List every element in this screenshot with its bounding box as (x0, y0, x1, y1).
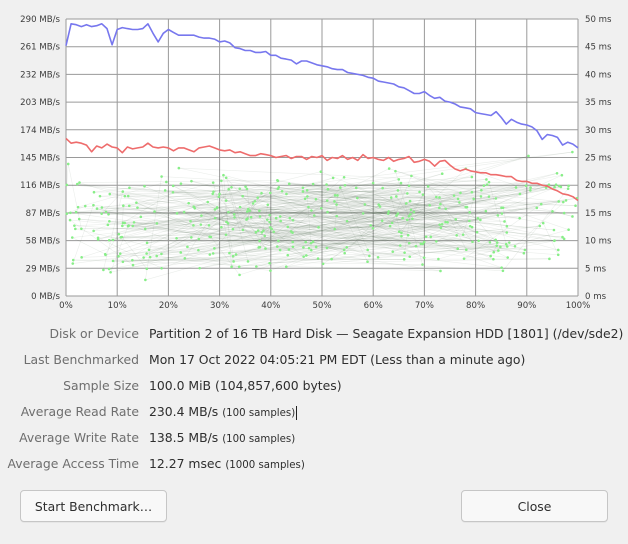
sample-size-value: 100.0 MiB (104,857,600 bytes) (149, 378, 342, 393)
read-rate-line (65, 23, 579, 149)
benchmark-chart: 0 MB/s 29 MB/s 58 MB/s 87 MB/s 116 MB/s 145 M… (20, 15, 612, 311)
y-left-tick-label: 203 MB/s (20, 98, 60, 108)
start-benchmark-button[interactable]: Start Benchmark… (20, 490, 167, 522)
last-benchmarked-label: Last Benchmarked (23, 352, 139, 367)
average-write-rate-label: Average Write Rate (19, 430, 139, 445)
y-left-tick-label: 0 MB/s (31, 292, 60, 302)
text-cursor (296, 405, 298, 420)
y-left-tick-label: 116 MB/s (20, 181, 60, 191)
average-read-rate-row: Average Read Rate 230.4 MB/s (100 sample… (0, 402, 628, 422)
average-write-rate-value: 138.5 MB/s (149, 430, 219, 445)
y-right-tick-label: 35 ms (585, 98, 612, 108)
disk-or-device-row: Disk or Device Partition 2 of 16 TB Hard… (0, 324, 628, 344)
average-read-rate-label: Average Read Rate (20, 404, 139, 419)
x-tick-label: 20% (159, 301, 178, 311)
x-tick-label: 60% (364, 301, 383, 311)
sample-size-label: Sample Size (63, 378, 139, 393)
y-left-tick-label: 290 MB/s (20, 15, 60, 25)
access-time-scatter (65, 150, 579, 282)
y-right-tick-label: 30 ms (585, 126, 612, 136)
disk-or-device-value: Partition 2 of 16 TB Hard Disk — Seagate… (149, 326, 624, 341)
y-right-tick-label: 25 ms (585, 154, 612, 164)
y-left-tick-label: 145 MB/s (20, 154, 60, 164)
x-tick-label: 70% (415, 301, 434, 311)
y-right-tick-label: 10 ms (585, 237, 612, 247)
y-left-tick-label: 58 MB/s (26, 237, 61, 247)
average-write-rate-samples: (100 samples) (222, 434, 296, 445)
close-button[interactable]: Close (461, 490, 608, 522)
x-tick-label: 90% (517, 301, 536, 311)
y-right-tick-label: 0 ms (585, 292, 607, 302)
x-tick-label: 10% (108, 301, 127, 311)
average-access-time-value-wrap: 12.27 msec (1000 samples) (149, 454, 305, 476)
y-right-tick-label: 45 ms (585, 43, 612, 53)
y-right-tick-label: 40 ms (585, 70, 612, 80)
x-tick-label: 30% (210, 301, 229, 311)
average-read-rate-value: 230.4 MB/s (149, 404, 219, 419)
disk-or-device-label: Disk or Device (49, 326, 139, 341)
x-tick-label: 100% (566, 301, 591, 311)
y-left-tick-label: 261 MB/s (20, 43, 60, 53)
y-right-tick-label: 20 ms (585, 181, 612, 191)
y-left-tick-label: 87 MB/s (26, 209, 61, 219)
x-tick-label: 0% (59, 301, 73, 311)
last-benchmarked-row: Last Benchmarked Mon 17 Oct 2022 04:05:2… (0, 350, 628, 370)
average-read-rate-samples: (100 samples) (222, 408, 296, 419)
average-access-time-label: Average Access Time (7, 456, 140, 471)
sample-size-row: Sample Size 100.0 MiB (104,857,600 bytes… (0, 376, 628, 396)
average-access-time-value: 12.27 msec (149, 456, 222, 471)
average-write-rate-row: Average Write Rate 138.5 MB/s (100 sampl… (0, 428, 628, 448)
x-tick-label: 80% (466, 301, 485, 311)
average-write-rate-value-wrap: 138.5 MB/s (100 samples) (149, 428, 295, 450)
average-read-rate-value-wrap: 230.4 MB/s (100 samples) (149, 402, 298, 424)
y-left-tick-label: 174 MB/s (20, 126, 60, 136)
x-tick-label: 50% (312, 301, 331, 311)
y-left-tick-label: 29 MB/s (26, 264, 61, 274)
write-rate-line (65, 137, 579, 202)
y-right-tick-label: 50 ms (585, 15, 612, 25)
average-access-time-samples: (1000 samples) (225, 460, 305, 471)
last-benchmarked-value: Mon 17 Oct 2022 04:05:21 PM EDT (Less th… (149, 352, 526, 367)
benchmark-graph: 0 MB/s 29 MB/s 58 MB/s 87 MB/s 116 MB/s 145 M… (20, 15, 612, 311)
y-right-tick-label: 15 ms (585, 209, 612, 219)
average-access-time-row: Average Access Time 12.27 msec (1000 sam… (0, 454, 628, 474)
y-right-tick-label: 5 ms (585, 264, 607, 274)
x-tick-label: 40% (261, 301, 280, 311)
y-left-tick-label: 232 MB/s (20, 70, 60, 80)
